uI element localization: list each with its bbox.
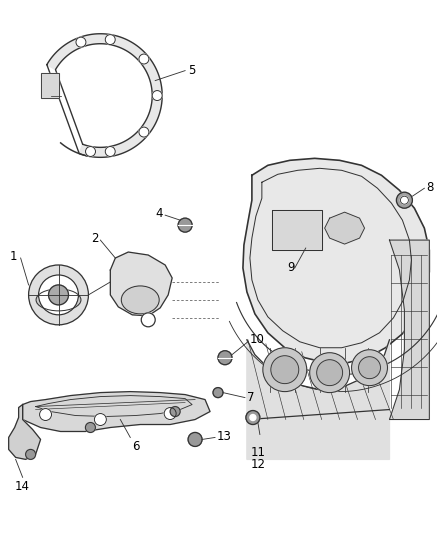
Circle shape — [271, 356, 299, 384]
Polygon shape — [272, 210, 321, 250]
Circle shape — [152, 91, 162, 101]
Circle shape — [49, 285, 68, 305]
Circle shape — [39, 409, 52, 421]
Text: 7: 7 — [247, 391, 254, 404]
Polygon shape — [23, 392, 210, 432]
Circle shape — [76, 37, 86, 47]
Circle shape — [164, 408, 176, 419]
Text: 6: 6 — [132, 440, 140, 454]
Circle shape — [170, 407, 180, 416]
Polygon shape — [247, 340, 389, 459]
Text: 5: 5 — [188, 64, 195, 77]
Circle shape — [85, 147, 95, 157]
Circle shape — [250, 415, 256, 421]
Polygon shape — [110, 252, 172, 316]
Text: 2: 2 — [91, 232, 99, 245]
Circle shape — [218, 351, 232, 365]
Circle shape — [178, 218, 192, 232]
Text: 11: 11 — [251, 447, 265, 459]
FancyBboxPatch shape — [41, 72, 59, 98]
Text: 10: 10 — [250, 333, 265, 346]
Polygon shape — [325, 212, 364, 244]
Circle shape — [105, 147, 115, 157]
Circle shape — [400, 196, 408, 204]
Text: 12: 12 — [251, 458, 265, 471]
Circle shape — [105, 35, 115, 45]
Circle shape — [141, 313, 155, 327]
Circle shape — [359, 357, 381, 378]
Circle shape — [188, 432, 202, 447]
Circle shape — [139, 54, 149, 64]
Text: 14: 14 — [15, 480, 30, 494]
Circle shape — [352, 350, 388, 385]
Circle shape — [246, 410, 260, 424]
Circle shape — [39, 275, 78, 315]
Circle shape — [85, 423, 95, 432]
Text: 9: 9 — [287, 262, 295, 274]
Circle shape — [396, 192, 413, 208]
Polygon shape — [9, 405, 41, 459]
Circle shape — [310, 353, 350, 393]
Circle shape — [317, 360, 343, 385]
Text: 8: 8 — [426, 181, 434, 194]
Ellipse shape — [36, 289, 81, 311]
Circle shape — [25, 449, 35, 459]
Polygon shape — [47, 34, 162, 157]
Text: 13: 13 — [217, 430, 232, 443]
Text: 1: 1 — [10, 249, 18, 263]
Text: 4: 4 — [155, 207, 163, 220]
Polygon shape — [389, 240, 429, 419]
Circle shape — [95, 414, 106, 425]
Circle shape — [28, 265, 88, 325]
Polygon shape — [243, 158, 429, 362]
Ellipse shape — [121, 286, 159, 314]
Circle shape — [213, 387, 223, 398]
Circle shape — [263, 348, 307, 392]
Circle shape — [139, 127, 149, 137]
